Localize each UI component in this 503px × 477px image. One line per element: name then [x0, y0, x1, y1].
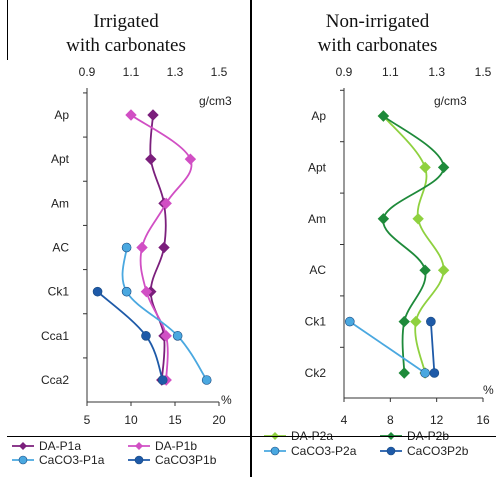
top-tick-label: 1.1 [382, 65, 399, 79]
category-label: Ck2 [305, 366, 327, 380]
legend-label-DA-P1a: DA-P1a [39, 439, 81, 453]
data-point-DA-P1a [147, 109, 159, 121]
legend-marker-DA-P1a [19, 442, 27, 450]
data-point-CaCO3-P1a [121, 242, 132, 253]
top-tick-label: 1.1 [123, 65, 140, 79]
top-tick-label: 1.5 [211, 65, 228, 79]
data-point-DA-P1b [184, 153, 197, 165]
data-point-DA-P1a [158, 241, 170, 254]
bottom-axis-unit: % [483, 383, 494, 397]
data-point-CaCO3-P1a [121, 286, 132, 297]
category-label: Cca2 [41, 373, 69, 387]
top-tick-label: 1.5 [475, 65, 492, 79]
data-point-CaCO3P1b [92, 286, 103, 297]
series-line-CaCO3-P1a [121, 247, 208, 381]
top-tick-label: 0.9 [336, 65, 353, 79]
panel-title-line2: with carbonates [66, 35, 186, 56]
panel-title-line1: Irrigated [93, 11, 159, 32]
series-line-DA-P2a [382, 115, 445, 374]
legend-marker-CaCO3-P2a [270, 446, 280, 456]
data-point-DA-P2b [377, 213, 390, 225]
panel-irrigated: Irrigated with carbonates 0.9 1.1 1.3 1.5 5 1… [12, 11, 232, 467]
data-point-CaCO3-P1a [172, 331, 183, 341]
top-tick-label: 0.9 [79, 65, 96, 79]
panel-title-line1: Non-irrigated [325, 11, 430, 32]
category-label: Ap [311, 109, 326, 123]
category-label: Cca1 [41, 329, 69, 343]
legend-label-CaCO3-P1a: CaCO3-P1a [39, 453, 105, 467]
top-axis-unit: g/cm3 [199, 94, 232, 108]
data-point-CaCO3P2b [429, 368, 440, 378]
top-tick-label: 1.3 [428, 65, 445, 79]
data-point-CaCO3P2b [426, 316, 436, 327]
panel-title-line2: with carbonates [317, 35, 438, 56]
category-label: Ck1 [305, 315, 327, 329]
series-line-CaCO3P2b [429, 321, 436, 374]
legend-marker-CaCO3-P1a [18, 455, 28, 465]
legend-marker-CaCO3P2b [386, 446, 396, 456]
panel-divider [250, 0, 252, 477]
data-point-DA-P1b [136, 241, 148, 254]
data-point-DA-P2b [377, 110, 390, 122]
data-point-CaCO3P1b [157, 375, 168, 385]
frame-line [7, 0, 8, 60]
data-point-DA-P1b [160, 197, 172, 210]
chart-irrigated: 0.9 1.1 1.3 1.5 5 10 15 20 g/cm3% Ap Apt Am AC Ck1 Cca… [12, 65, 232, 467]
bottom-tick-label: 12 [430, 413, 444, 427]
data-point-CaCO3-P2a [420, 368, 430, 378]
legend-label-CaCO3P2b: CaCO3P2b [407, 444, 469, 458]
data-point-DA-P2b [419, 264, 431, 276]
data-point-CaCO3-P2a [344, 316, 355, 327]
category-label: AC [52, 241, 69, 255]
data-point-DA-P2a [419, 161, 431, 174]
data-point-CaCO3-P1a [201, 375, 212, 385]
category-label: Am [308, 212, 326, 226]
bottom-tick-label: 4 [341, 413, 348, 427]
category-label: Am [51, 196, 69, 210]
legend-label-CaCO3-P2a: CaCO3-P2a [291, 444, 357, 458]
series-line-CaCO3-P2a [349, 320, 426, 374]
legend-label-CaCO3P1b: CaCO3P1b [155, 453, 217, 467]
data-point-DA-P2a [410, 315, 422, 328]
category-label: Ap [54, 108, 69, 122]
bottom-axis-unit: % [221, 393, 232, 407]
data-point-DA-P2b [398, 367, 410, 379]
top-tick-label: 1.3 [167, 65, 184, 79]
category-label: Apt [308, 160, 327, 174]
data-point-DA-P2a [437, 264, 450, 276]
series-line-DA-P2b [382, 115, 445, 374]
category-label: Ck1 [48, 285, 70, 299]
bottom-tick-label: 20 [212, 413, 226, 427]
chart-non-irrigated: 0.9 1.1 1.3 1.54 8 12 16g/cm3%ApAptAmACCk1Ck2D… [264, 65, 494, 458]
top-axis-unit: g/cm3 [434, 94, 467, 108]
data-point-CaCO3P1b [141, 331, 151, 341]
legend-label-DA-P1b: DA-P1b [155, 439, 197, 453]
legend-marker-CaCO3P1b [134, 455, 144, 465]
data-point-DA-P1a [145, 153, 157, 165]
panel-non-irrigated: Non-irrigated with carbonates 0.9 1.1 1.3 1… [252, 0, 503, 477]
bottom-tick-label: 15 [168, 413, 182, 427]
bottom-tick-label: 16 [476, 413, 490, 427]
bottom-tick-label: 5 [84, 413, 91, 427]
data-point-DA-P1b [160, 330, 172, 342]
bottom-tick-label: 8 [387, 413, 394, 427]
data-point-DA-P2a [412, 213, 424, 225]
data-point-DA-P1b [140, 285, 153, 298]
data-point-DA-P2b [437, 161, 450, 174]
legend-marker-DA-P1b [135, 442, 143, 450]
category-label: AC [309, 263, 326, 277]
category-label: Apt [51, 152, 70, 166]
data-point-DA-P2b [398, 315, 410, 328]
bottom-tick-label: 10 [124, 413, 138, 427]
frame-line [7, 436, 496, 437]
data-point-DA-P1b [125, 109, 137, 121]
